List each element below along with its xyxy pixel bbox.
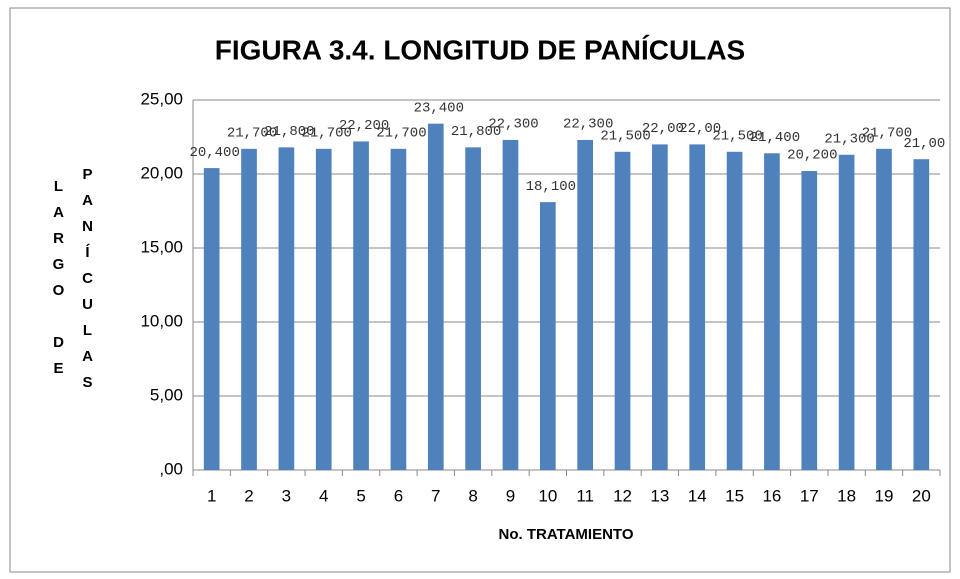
y-tick-label: 25,00 [140,89,183,108]
x-tick-label: 3 [282,486,291,505]
x-tick-label: 15 [725,486,744,505]
bar [539,202,556,470]
data-label: 22,00 [679,121,721,137]
data-label: 20,200 [787,148,837,164]
data-label: 21,00 [903,136,945,152]
x-tick-label: 19 [875,486,894,505]
data-label: 21,700 [302,126,352,142]
y-tick-label: ,00 [159,459,183,478]
bar [241,148,257,470]
data-label: 23,400 [414,100,464,116]
x-tick-label: 9 [506,486,515,505]
data-label: 21,800 [451,124,501,140]
bar [726,151,743,471]
bar [764,153,780,470]
x-tick-label: 16 [762,486,781,505]
x-tick-label: 20 [912,486,931,505]
data-label: 18,100 [526,179,576,195]
data-label: 20,400 [189,145,239,161]
x-tick-label: 8 [468,486,477,505]
bar [689,144,706,470]
data-label: 21,700 [376,126,426,142]
y-tick-label: 10,00 [140,311,183,330]
data-label: 21,800 [264,124,314,140]
x-tick-label: 13 [650,486,669,505]
y-axis-label: PANÍCULAS [79,166,96,400]
data-label: 21,400 [750,130,800,146]
x-tick-label: 17 [800,486,819,505]
bar [652,144,668,470]
data-label: 22,00 [642,121,684,137]
chart-title: FIGURA 3.4. LONGITUD DE PANÍCULAS [215,34,745,65]
x-tick-label: 1 [207,486,216,505]
bar [577,139,594,470]
bar [614,151,631,471]
bar [390,148,407,470]
x-tick-label: 10 [538,486,557,505]
data-label: 21,700 [227,126,277,142]
bar [502,139,519,470]
y-tick-label: 20,00 [140,163,183,182]
bar [876,148,892,470]
y-tick-label: 5,00 [150,385,183,404]
y-axis-label: LARGO DE [50,178,67,386]
data-label: 22,300 [488,117,538,133]
bar [838,154,855,470]
x-tick-label: 4 [319,486,328,505]
bar [353,141,369,470]
bar [801,171,818,471]
bar [315,148,332,470]
data-label: 21,300 [824,131,874,147]
x-tick-label: 5 [356,486,365,505]
x-tick-label: 2 [244,486,253,505]
bar [465,147,481,471]
data-label: 21,500 [600,129,650,145]
data-label: 22,200 [339,118,389,134]
data-label: 21,700 [862,126,912,142]
data-label: 21,500 [712,129,762,145]
bar [278,147,295,471]
x-tick-label: 7 [431,486,440,505]
x-tick-label: 12 [613,486,632,505]
data-label: 22,300 [563,117,613,133]
y-tick-label: 15,00 [140,237,183,256]
bar [203,168,220,470]
x-tick-label: 11 [576,486,594,505]
bar [427,123,444,471]
x-tick-label: 14 [688,486,707,505]
x-tick-label: 6 [394,486,403,505]
x-tick-label: 18 [837,486,856,505]
bar [913,159,930,470]
x-axis-label: No. TRATAMIENTO [499,526,634,543]
